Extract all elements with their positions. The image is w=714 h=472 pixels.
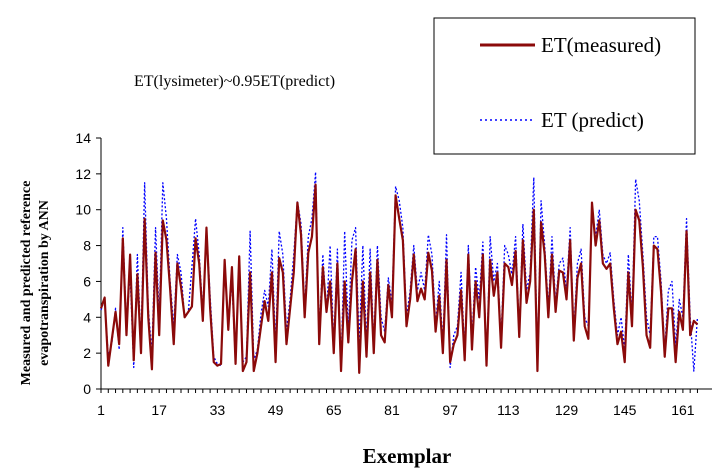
x-tick-label: 1 <box>97 402 105 418</box>
chart-series-layer <box>99 171 699 374</box>
y-tick-label: 4 <box>83 309 91 325</box>
chart-annotation: ET(lysimeter)~0.95ET(predict) <box>134 73 335 90</box>
x-axis-label: Exemplar <box>363 444 452 468</box>
legend-label-measured: ET(measured) <box>541 33 661 57</box>
y-tick-label: 6 <box>83 273 91 289</box>
y-axis-label: Measured and predicted reference evapotr… <box>19 181 52 386</box>
series-line-predict <box>100 171 699 372</box>
legend-label-predict: ET (predict) <box>541 108 644 132</box>
y-tick-label: 8 <box>83 238 91 254</box>
x-tick-label: 161 <box>671 402 695 418</box>
chart-axes: 0 2 4 6 8 10 12 14 1 17 33 49 65 81 97 113 129 145 161 <box>75 130 712 418</box>
y-tick-label: 2 <box>83 345 91 361</box>
series-line-measured <box>99 183 699 374</box>
x-tick-label: 33 <box>210 402 226 418</box>
x-tick-label: 17 <box>151 402 167 418</box>
x-tick-label: 65 <box>326 402 342 418</box>
y-tick-label: 12 <box>75 166 91 182</box>
x-tick-label: 113 <box>497 402 520 418</box>
x-tick-label: 81 <box>384 402 400 418</box>
x-tick-label: 49 <box>268 402 284 418</box>
legend-box <box>433 17 696 155</box>
y-axis-label-line-2: evapotranspiration by ANN <box>37 200 52 366</box>
y-tick-label: 0 <box>83 381 91 397</box>
y-axis-label-line-1: Measured and predicted reference <box>19 181 34 386</box>
y-tick-label: 14 <box>75 130 91 146</box>
chart-legend: ET(measured) ET (predict) <box>433 17 696 155</box>
x-tick-label: 97 <box>442 402 458 418</box>
x-tick-label: 145 <box>613 402 637 418</box>
x-tick-label: 129 <box>555 402 579 418</box>
y-tick-label: 10 <box>75 202 91 218</box>
